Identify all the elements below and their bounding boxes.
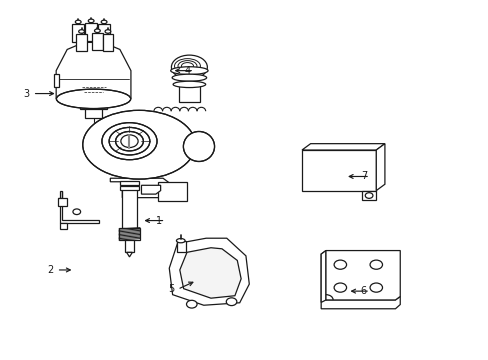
Polygon shape	[158, 182, 186, 201]
Polygon shape	[110, 178, 177, 198]
Polygon shape	[80, 102, 107, 109]
Text: 7: 7	[360, 171, 366, 181]
Ellipse shape	[172, 74, 206, 81]
Text: 6: 6	[360, 286, 366, 296]
Ellipse shape	[82, 110, 195, 179]
Text: 4: 4	[184, 66, 191, 76]
Polygon shape	[120, 181, 139, 185]
Ellipse shape	[102, 123, 157, 160]
Polygon shape	[184, 66, 194, 71]
Circle shape	[365, 193, 372, 198]
Polygon shape	[58, 198, 67, 207]
Polygon shape	[321, 251, 399, 309]
Polygon shape	[102, 33, 113, 50]
Ellipse shape	[75, 20, 81, 24]
Ellipse shape	[105, 30, 111, 33]
Polygon shape	[119, 228, 140, 240]
Circle shape	[333, 283, 346, 292]
Ellipse shape	[173, 81, 205, 87]
Ellipse shape	[101, 20, 107, 24]
Ellipse shape	[170, 67, 208, 75]
Circle shape	[369, 283, 382, 292]
Ellipse shape	[176, 239, 184, 243]
Ellipse shape	[94, 29, 100, 32]
Ellipse shape	[109, 127, 149, 155]
Polygon shape	[321, 251, 325, 302]
Polygon shape	[54, 74, 59, 86]
Polygon shape	[92, 33, 102, 50]
Polygon shape	[120, 186, 139, 190]
Polygon shape	[126, 252, 132, 257]
Ellipse shape	[56, 89, 130, 109]
Ellipse shape	[183, 131, 214, 162]
Polygon shape	[180, 248, 241, 298]
Polygon shape	[141, 185, 160, 194]
Polygon shape	[60, 190, 99, 223]
Polygon shape	[124, 240, 134, 252]
Polygon shape	[183, 143, 185, 152]
Polygon shape	[122, 184, 137, 228]
Ellipse shape	[115, 131, 143, 151]
Text: 2: 2	[47, 265, 53, 275]
Polygon shape	[60, 223, 67, 229]
FancyBboxPatch shape	[302, 150, 376, 190]
Polygon shape	[179, 84, 200, 102]
Polygon shape	[72, 24, 84, 42]
Text: 3: 3	[23, 89, 29, 99]
Polygon shape	[302, 144, 384, 150]
Circle shape	[73, 209, 81, 215]
Circle shape	[121, 135, 138, 148]
Text: 1: 1	[156, 216, 162, 226]
Circle shape	[333, 260, 346, 269]
Polygon shape	[325, 251, 399, 300]
Ellipse shape	[171, 55, 207, 79]
Polygon shape	[169, 238, 249, 305]
Circle shape	[186, 300, 197, 308]
Polygon shape	[98, 24, 110, 42]
Polygon shape	[85, 109, 102, 118]
Circle shape	[369, 260, 382, 269]
Ellipse shape	[79, 30, 84, 33]
Polygon shape	[177, 241, 185, 252]
Polygon shape	[85, 23, 97, 41]
Polygon shape	[376, 144, 384, 190]
Polygon shape	[76, 33, 87, 50]
Circle shape	[226, 298, 236, 306]
Text: 5: 5	[168, 284, 174, 294]
Polygon shape	[361, 190, 376, 201]
Ellipse shape	[88, 19, 94, 23]
